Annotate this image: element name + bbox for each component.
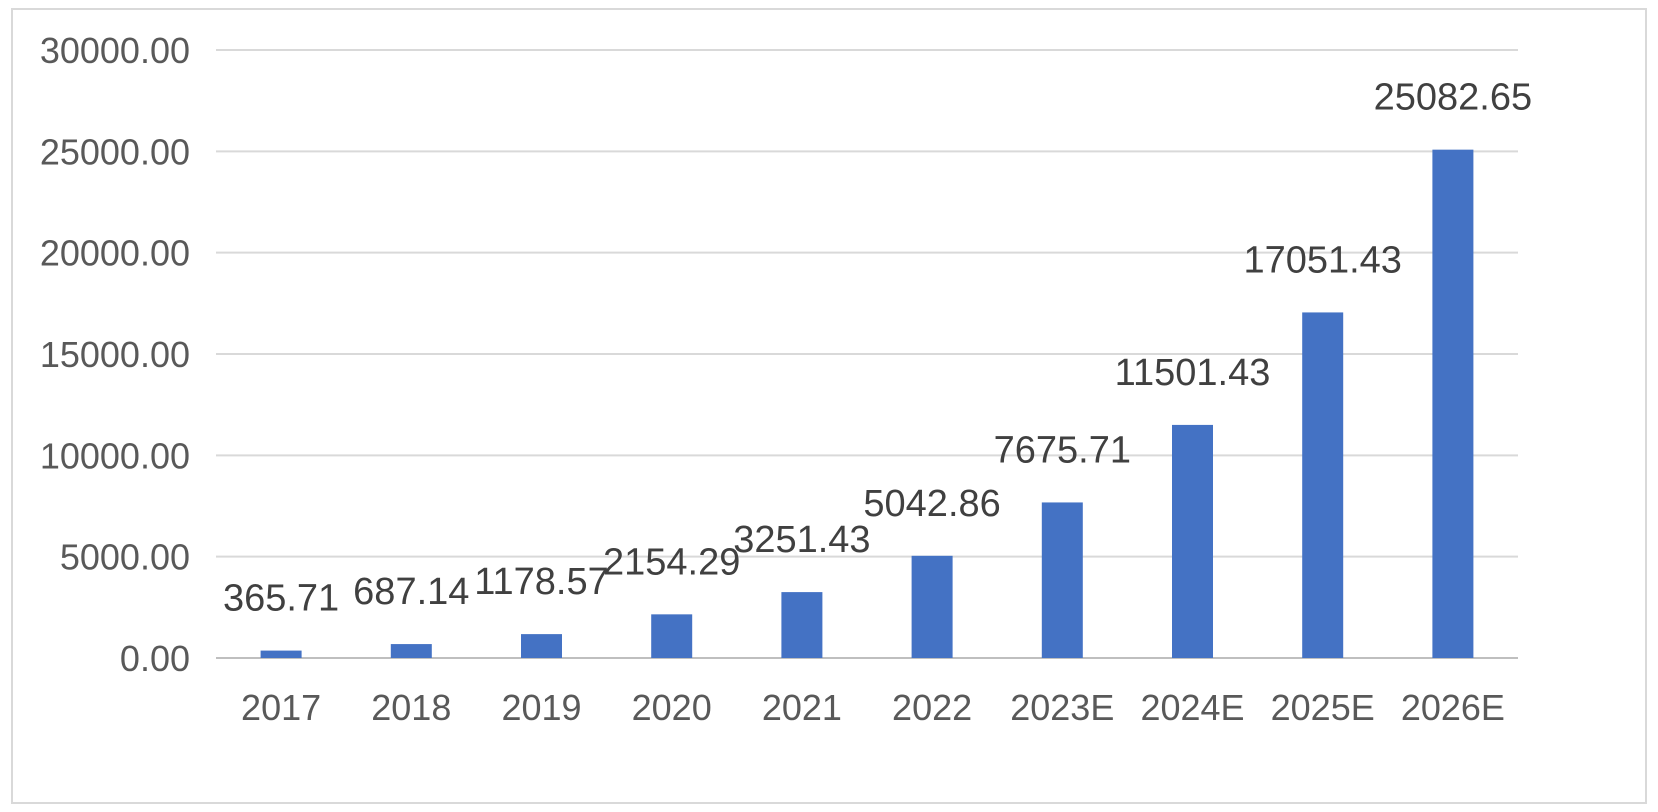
y-tick-label: 5000.00 xyxy=(60,537,190,578)
bar xyxy=(651,614,693,658)
y-tick-label: 15000.00 xyxy=(40,334,190,375)
bar xyxy=(260,650,302,658)
x-tick-label: 2022 xyxy=(892,687,972,728)
bar xyxy=(781,592,823,658)
y-tick-label: 20000.00 xyxy=(40,233,190,274)
data-label: 1178.57 xyxy=(474,561,609,603)
data-label: 25082.65 xyxy=(1374,77,1533,119)
x-tick-label: 2024E xyxy=(1140,687,1244,728)
y-tick-label: 30000.00 xyxy=(40,30,190,71)
x-tick-label: 2021 xyxy=(762,687,842,728)
x-tick-label: 2020 xyxy=(632,687,712,728)
data-label: 11501.43 xyxy=(1115,352,1271,394)
x-tick-label: 2025E xyxy=(1271,687,1375,728)
gridlines xyxy=(216,49,1518,659)
chart-frame xyxy=(11,8,1647,804)
x-tick-label: 2017 xyxy=(241,687,321,728)
bar xyxy=(1172,424,1213,658)
bar xyxy=(1432,149,1474,658)
data-label: 5042.86 xyxy=(863,483,1000,525)
bar xyxy=(521,634,562,658)
x-axis-tick-labels: 2017 2018 2019 2020 2021 2022 2023E 2024E 2025E 2… xyxy=(241,687,1505,728)
data-label: 2154.29 xyxy=(603,541,740,583)
y-tick-label: 25000.00 xyxy=(40,131,190,172)
x-tick-label: 2018 xyxy=(371,687,451,728)
data-label: 7675.71 xyxy=(994,429,1131,471)
y-axis-tick-labels: 0.00 5000.00 10000.00 15000.00 20000.00 25000… xyxy=(40,30,190,679)
data-label: 687.14 xyxy=(353,571,469,613)
x-tick-label: 2019 xyxy=(501,687,581,728)
data-labels: 365.71 687.14 1178.572154.293251.435042.86… xyxy=(223,77,1532,620)
y-tick-label: 10000.00 xyxy=(40,435,190,476)
bar xyxy=(1302,312,1344,658)
x-tick-label: 2026E xyxy=(1401,687,1505,728)
data-label: 3251.43 xyxy=(733,519,870,561)
bars xyxy=(260,149,1474,658)
bar xyxy=(390,644,432,658)
bar xyxy=(1041,502,1083,658)
bar xyxy=(911,555,953,658)
data-label: 365.71 xyxy=(223,578,339,620)
data-label: 17051.43 xyxy=(1243,239,1402,281)
x-tick-label: 2023E xyxy=(1010,687,1114,728)
y-tick-label: 0.00 xyxy=(120,638,190,679)
